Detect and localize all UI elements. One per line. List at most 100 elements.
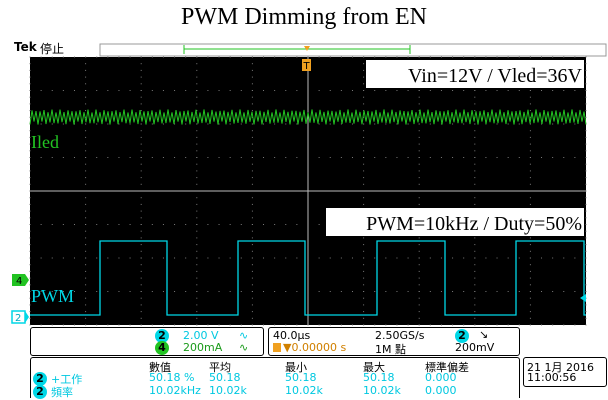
grid-dot — [85, 250, 87, 252]
grid-dot — [518, 291, 520, 292]
grid-dot — [196, 110, 198, 112]
grid-dot — [196, 324, 198, 326]
grid-dot — [196, 250, 198, 252]
grid-dot — [418, 264, 420, 266]
grid-dot — [585, 63, 587, 65]
grid-dot — [585, 177, 587, 179]
annotation-top-bg — [366, 60, 584, 88]
meas-row1-value: 50.18 % — [149, 371, 195, 384]
grid-dot — [485, 324, 487, 326]
grid-dot — [196, 76, 198, 78]
grid-dot — [85, 311, 87, 313]
grid-dot — [529, 297, 531, 299]
grid-dot — [529, 90, 531, 91]
grid-dot — [118, 291, 120, 292]
grid-dot — [85, 230, 87, 232]
grid-dot — [73, 224, 75, 225]
grid-dot — [107, 324, 109, 326]
grid-dot — [363, 83, 365, 85]
trigger-marker-label: T — [302, 61, 310, 72]
meas-row1-name: +工作 — [51, 373, 83, 386]
grid-dot — [85, 103, 87, 105]
grid-dot — [107, 291, 109, 292]
grid-dot — [507, 90, 509, 91]
grid-dot — [263, 56, 265, 58]
grid-dot — [140, 297, 142, 299]
channel-settings-panel[interactable]: 2 2.00 V ∿ 4 200mA ∿ — [30, 327, 264, 356]
grid-dot — [363, 103, 365, 105]
grid-dot — [274, 224, 276, 225]
grid-dot — [73, 90, 75, 91]
grid-dot — [585, 217, 587, 219]
grid-dot — [174, 224, 176, 225]
grid-dot — [529, 170, 531, 172]
grid-dot — [185, 157, 187, 158]
measurement-panel[interactable]: 數值 平均 最小 最大 標準偏差 2 +工作 50.18 % 50.18 50.… — [30, 357, 520, 399]
grid-dot — [40, 291, 42, 292]
ch4-marker-arrow — [25, 274, 29, 286]
grid-dot — [340, 90, 342, 91]
grid-dot — [140, 311, 142, 313]
grid-dot — [552, 56, 554, 58]
grid-dot — [496, 56, 498, 58]
grid-dot — [474, 311, 476, 313]
grid-dot — [96, 157, 98, 158]
grid-dot — [529, 143, 531, 145]
ch4-ground-marker[interactable] — [12, 274, 25, 286]
grid-dot — [396, 324, 398, 326]
grid-dot — [263, 224, 265, 225]
grid-dot — [62, 257, 64, 259]
grid-dot — [474, 150, 476, 152]
grid-dot — [407, 324, 409, 326]
grid-dot — [363, 143, 365, 145]
grid-dot — [51, 324, 53, 326]
grid-dot — [496, 257, 498, 259]
trigger-pos-icon — [273, 343, 281, 352]
grid-dot — [407, 257, 409, 259]
grid-dot — [474, 304, 476, 306]
grid-dot — [374, 291, 376, 292]
grid-dot — [107, 123, 109, 125]
grid-dot — [251, 250, 253, 252]
grid-dot — [185, 224, 187, 225]
grid-dot — [251, 150, 253, 152]
grid-dot — [541, 257, 543, 259]
grid-dot — [563, 56, 565, 58]
grid-dot — [29, 143, 31, 145]
grid-dot — [474, 170, 476, 172]
grid-dot — [474, 270, 476, 272]
grid-dot — [363, 203, 365, 205]
grid-dot — [529, 317, 531, 319]
grid-dot — [585, 136, 587, 138]
grid-dot — [196, 103, 198, 105]
grid-dot — [140, 264, 142, 266]
trigger-marker-icon[interactable] — [302, 59, 311, 71]
grid-dot — [274, 123, 276, 125]
grid-dot — [418, 203, 420, 205]
grid-dot — [151, 90, 153, 91]
timebase-panel[interactable]: 40.0µs ▼0.00000 s 2.50GS/s 1M 點 2 ↘ 200m… — [268, 327, 520, 356]
grid-dot — [529, 250, 531, 252]
grid-dot — [474, 157, 476, 158]
grid-dot — [363, 250, 365, 252]
grid-dot — [329, 56, 331, 58]
grid-dot — [129, 123, 131, 125]
grid-dot — [296, 90, 298, 91]
grid-dot — [196, 317, 198, 319]
grid-dot — [85, 210, 87, 212]
grid-dot — [251, 63, 253, 65]
grid-dot — [429, 123, 431, 125]
meas-header-stddev: 標準偏差 — [425, 361, 469, 374]
meas-header-value: 數值 — [149, 361, 171, 374]
grid-dot — [318, 90, 320, 91]
grid-dot — [363, 270, 365, 272]
grid-dot — [218, 90, 220, 91]
grid-dot — [585, 257, 587, 259]
grid-dot — [529, 163, 531, 165]
grid-dot — [96, 224, 98, 225]
grid-dot — [85, 56, 87, 58]
grid-dot — [140, 177, 142, 179]
grid-dot — [140, 324, 142, 326]
trigger-level-icon[interactable] — [580, 294, 586, 302]
grid-dot — [474, 130, 476, 132]
